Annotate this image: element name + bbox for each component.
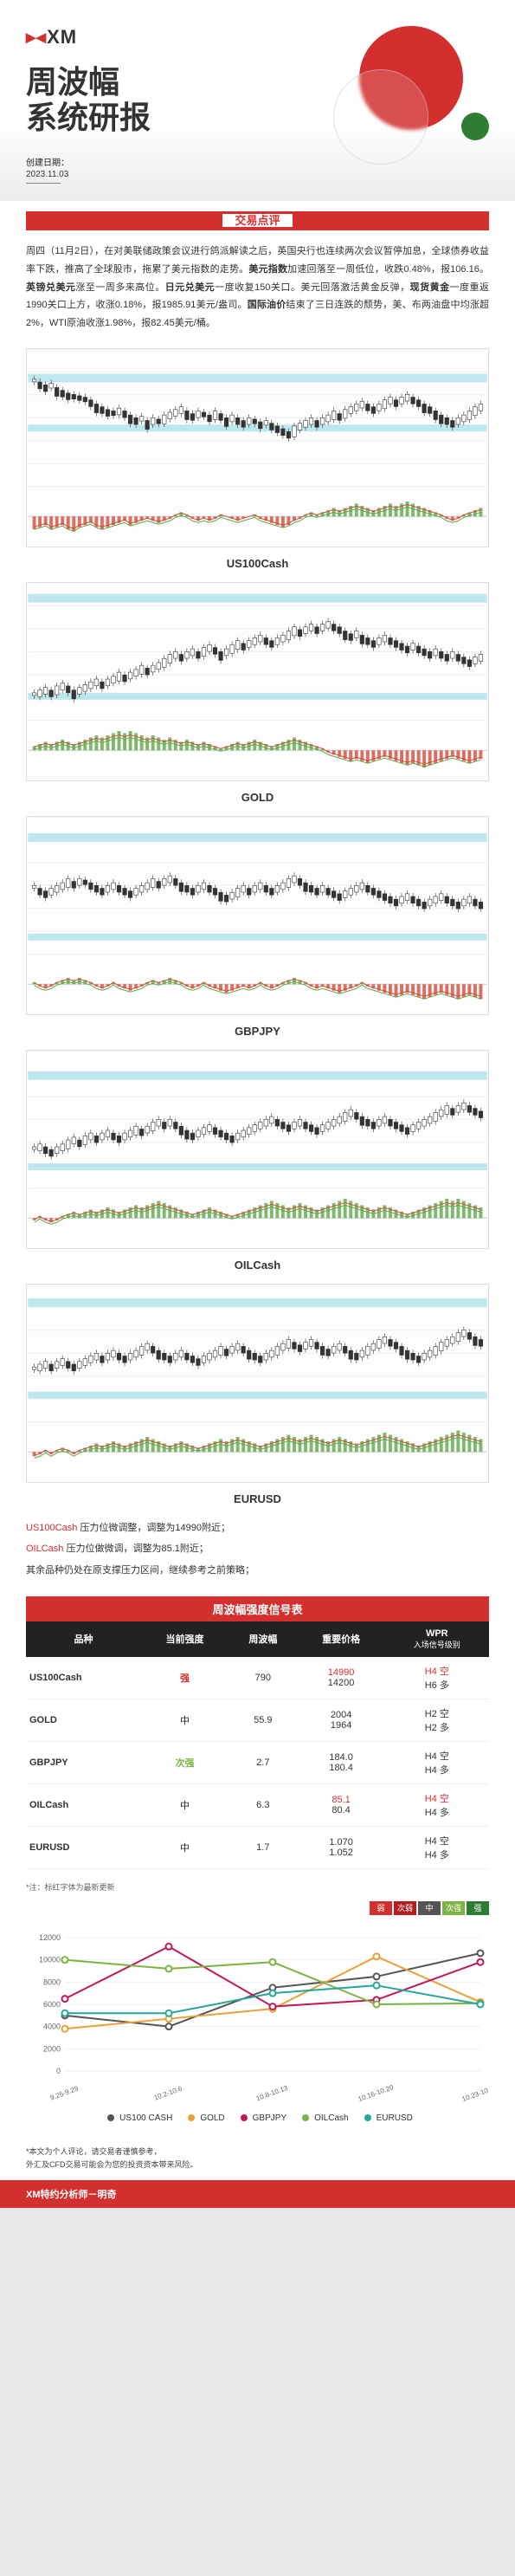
table-row: GOLD 中 55.9 20041964 H2 空H2 多 [26, 1699, 489, 1741]
strength-legend: 弱次弱中次强强 [26, 1896, 489, 1920]
svg-text:10.16-10.20: 10.16-10.20 [357, 2083, 396, 2102]
table-footnote: *注：标红字体为最新更新 [26, 1878, 489, 1896]
svg-text:10.23-10.27: 10.23-10.27 [461, 2083, 489, 2102]
decor-glass-circle [333, 69, 428, 165]
signal-table-title: 周波幅强度信号表 [26, 1596, 489, 1621]
chart-label: GBPJPY [26, 1025, 489, 1038]
table-row: OILCash 中 6.3 85.180.4 H4 空H4 多 [26, 1783, 489, 1826]
date-value: 2023.11.03 [26, 170, 489, 179]
chart-label: EURUSD [26, 1492, 489, 1505]
table-row: GBPJPY 次强 2.7 184.0180.4 H4 空H4 多 [26, 1741, 489, 1783]
decor-green-circle [461, 113, 489, 140]
svg-text:10.8-10.13: 10.8-10.13 [255, 2083, 290, 2101]
chart-US100Cash [26, 348, 489, 547]
chart-GOLD [26, 582, 489, 781]
chart-OILCash [26, 1050, 489, 1249]
volatility-line-chart: 0 2000 4000 6000 8000 10000 12000 9.25-9.29 10.2… [26, 1929, 489, 2102]
svg-text:4000: 4000 [43, 2022, 61, 2030]
chart-EURUSD [26, 1284, 489, 1483]
svg-text:10000: 10000 [39, 1955, 61, 1964]
section-commentary-title: 交易点评 [26, 211, 489, 230]
footer-author: XM特约分析师－明奇 [0, 2180, 515, 2208]
chart-label: OILCash [26, 1259, 489, 1272]
svg-text:9.25-9.29: 9.25-9.29 [49, 2084, 80, 2101]
table-row: US100Cash 强 790 1499014200 H4 空H6 多 [26, 1657, 489, 1699]
table-row: EURUSD 中 1.7 1.0701.052 H4 空H4 多 [26, 1826, 489, 1868]
svg-text:2000: 2000 [43, 2044, 61, 2053]
line-chart-legend: US100 CASHGOLDGBPJPYOILCashEURUSD [26, 2105, 489, 2137]
chart-label: US100Cash [26, 557, 489, 570]
svg-text:6000: 6000 [43, 2000, 61, 2009]
commentary-text: 周四（11月2日），在对美联储政策会议进行鸽派解读之后，英国央行也连续两次会议暂… [0, 243, 515, 333]
svg-text:10.2-10.6: 10.2-10.6 [153, 2084, 183, 2101]
disclaimer: *本文为个人评论，请交易者谨慎参考， 外汇及CFD交易可能会为您的投资资本带来风… [0, 2137, 515, 2181]
svg-text:0: 0 [56, 2067, 61, 2075]
svg-text:8000: 8000 [43, 1977, 61, 1986]
chart-label: GOLD [26, 791, 489, 804]
signal-table: 品种当前强度周波幅重要价格WPR入场信号级别 US100Cash 强 790 1… [26, 1621, 489, 1869]
strategy-notes: US100Cash 压力位微调整，调整为14990附近；OILCash 压力位做… [0, 1518, 515, 1581]
date-label: 创建日期： [26, 155, 489, 168]
header: ▸◂XM 周波幅 系统研报 创建日期： 2023.11.03 [0, 0, 515, 201]
svg-text:12000: 12000 [39, 1933, 61, 1942]
chart-GBPJPY [26, 816, 489, 1015]
